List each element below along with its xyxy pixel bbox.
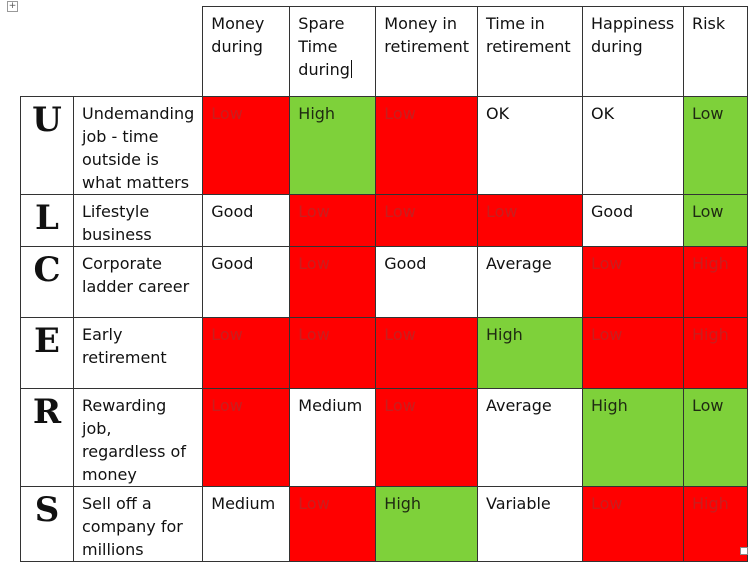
row-letter: C [20, 246, 74, 318]
table-row: U Undemanding job - time outside is what… [20, 96, 748, 195]
header-spare-time-during[interactable]: Spare Time during [289, 6, 377, 97]
table-cell[interactable]: Low [476, 194, 583, 247]
header-time-in-retirement[interactable]: Time in retirement [476, 6, 583, 97]
row-label[interactable]: Rewarding job, regardless of money [72, 388, 204, 487]
table-cell[interactable]: Low [289, 194, 377, 247]
row-letter: L [20, 194, 74, 247]
table-row: S Sell off a company for millions Medium… [20, 486, 748, 562]
comparison-table: Money during Spare Time during Money in … [20, 6, 748, 562]
table-cell[interactable]: Good [202, 246, 291, 318]
table-cell[interactable]: Low [375, 388, 478, 487]
table-cell[interactable]: Low [581, 246, 684, 318]
table-cell[interactable]: Low [682, 96, 748, 195]
row-label[interactable]: Lifestyle business [72, 194, 204, 247]
row-letter: E [20, 317, 74, 389]
row-label[interactable]: Early retirement [72, 317, 204, 389]
table-row: L Lifestyle business Good Low Low Low Go… [20, 194, 748, 247]
table-cell[interactable]: High [375, 486, 478, 562]
table-row: E Early retirement Low Low Low High Low … [20, 317, 748, 389]
header-money-during[interactable]: Money during [202, 6, 291, 97]
table-cell[interactable]: High [682, 486, 748, 562]
table-cell[interactable]: Low [375, 96, 478, 195]
table-cell[interactable]: High [476, 317, 583, 389]
header-risk[interactable]: Risk [682, 6, 748, 97]
table-cell[interactable]: Low [682, 388, 748, 487]
table-cell[interactable]: Low [375, 194, 478, 247]
row-label[interactable]: Sell off a company for millions [72, 486, 204, 562]
table-cell[interactable]: Low [581, 486, 684, 562]
table-cell[interactable]: Variable [476, 486, 583, 562]
header-happiness-during[interactable]: Happiness during [581, 6, 684, 97]
row-label[interactable]: Undemanding job - time outside is what m… [72, 96, 204, 195]
row-letter: S [20, 486, 74, 562]
table-cell[interactable]: Low [289, 486, 377, 562]
table-cell[interactable]: Low [581, 317, 684, 389]
table-cell[interactable]: Medium [202, 486, 291, 562]
row-label[interactable]: Corporate ladder career [72, 246, 204, 318]
table-move-handle-icon[interactable]: + [7, 1, 18, 12]
table-row: R Rewarding job, regardless of money Low… [20, 388, 748, 487]
header-money-in-retirement[interactable]: Money in retirement [375, 6, 478, 97]
table-cell[interactable]: Average [476, 246, 583, 318]
table-cell[interactable]: High [581, 388, 684, 487]
header-row: Money during Spare Time during Money in … [20, 6, 748, 97]
table-cell[interactable]: Low [202, 96, 291, 195]
table-cell[interactable]: High [682, 246, 748, 318]
table-resize-handle-icon[interactable] [740, 547, 748, 555]
table-cell[interactable]: Low [375, 317, 478, 389]
table-cell[interactable]: OK [476, 96, 583, 195]
row-letter: U [20, 96, 74, 195]
table-cell[interactable]: Low [202, 388, 291, 487]
text-cursor [350, 60, 352, 78]
table-cell[interactable]: OK [581, 96, 684, 195]
table-cell[interactable]: High [682, 317, 748, 389]
row-letter: R [20, 388, 74, 487]
table-cell[interactable]: Low [289, 317, 377, 389]
table-cell[interactable]: Average [476, 388, 583, 487]
table-cell[interactable]: Low [202, 317, 291, 389]
table-cell[interactable]: Low [682, 194, 748, 247]
table-cell[interactable]: Good [375, 246, 478, 318]
table-row: C Corporate ladder career Good Low Good … [20, 246, 748, 318]
table-cell[interactable]: Medium [289, 388, 377, 487]
table-cell[interactable]: Good [202, 194, 291, 247]
table-cell[interactable]: Low [289, 246, 377, 318]
table-cell[interactable]: High [289, 96, 377, 195]
table-cell[interactable]: Good [581, 194, 684, 247]
header-corner [20, 6, 204, 97]
